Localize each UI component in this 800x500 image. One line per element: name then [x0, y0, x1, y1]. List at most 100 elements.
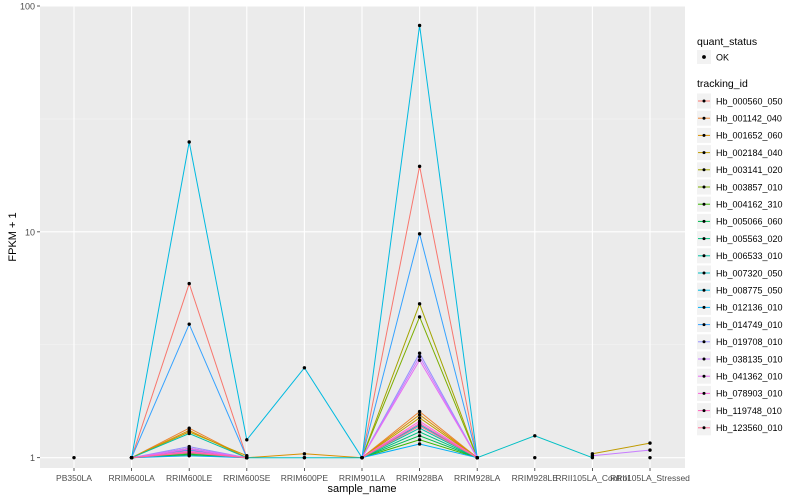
legend-line-title: tracking_id	[697, 78, 748, 90]
data-point	[417, 302, 422, 306]
legend-line-label: Hb_012136_010	[716, 303, 783, 313]
y-axis-title: FPKM + 1	[7, 212, 19, 261]
x-tick-label: RRII105LA_Stressed	[610, 473, 690, 483]
y-tick-label: 1	[30, 453, 35, 463]
legend-line-label: Hb_041362_010	[716, 372, 783, 382]
x-tick-label: RRIM928LA	[454, 473, 501, 483]
data-point	[187, 281, 191, 286]
legend-line-label: Hb_014749_010	[716, 320, 783, 330]
legend-point-symbol	[702, 219, 706, 223]
x-tick-label: RRIM600LA	[108, 473, 155, 483]
data-point	[417, 434, 422, 438]
data-point	[417, 412, 422, 417]
data-point	[245, 455, 249, 460]
legend-point-symbol	[702, 271, 706, 275]
data-point	[648, 448, 652, 452]
legend-point-symbol	[702, 288, 706, 292]
data-point	[187, 140, 191, 144]
data-point	[417, 430, 422, 434]
data-point	[417, 424, 422, 428]
data-point	[417, 351, 422, 355]
legend-point-symbol	[702, 133, 706, 137]
x-tick-label: PB350LA	[56, 473, 92, 483]
legend-point-symbol	[702, 357, 706, 361]
data-point	[533, 455, 537, 460]
legend-line-label: Hb_004162_310	[716, 200, 783, 210]
legend-point-entries: OK	[697, 50, 729, 64]
legend-line-label: Hb_123560_010	[716, 423, 783, 433]
data-point	[417, 315, 422, 319]
legend-point-symbol	[702, 55, 706, 59]
data-point	[187, 454, 191, 458]
series-line-hb_038135_010	[592, 449, 651, 457]
data-point	[417, 23, 422, 28]
legend-line-label: Hb_007320_050	[716, 268, 783, 278]
data-point	[417, 416, 422, 420]
legend-line-label: Hb_003857_010	[716, 182, 783, 192]
legend-line-label: Hb_008775_050	[716, 286, 783, 296]
legend-point-symbol	[702, 237, 706, 241]
data-point	[129, 455, 134, 460]
x-tick-label: RRII105LA_Control	[556, 473, 630, 483]
legend-line-label: Hb_005563_020	[716, 234, 783, 244]
legend-point-symbol	[702, 99, 706, 103]
series-line-hb_002184_040	[592, 442, 651, 455]
grid	[40, 5, 685, 468]
legend-line-label: Hb_038135_010	[716, 354, 783, 364]
y-axis: 1 10 100	[20, 2, 40, 463]
legend-point-symbol	[702, 391, 706, 395]
x-tick-label: RRIM901LA	[339, 473, 386, 483]
data-point	[187, 322, 191, 326]
data-point	[533, 434, 537, 438]
data-point	[417, 232, 422, 236]
x-tick-label: RRIM600SE	[223, 473, 271, 483]
legend-line-label: Hb_002184_040	[716, 148, 783, 158]
data-points	[72, 23, 652, 460]
legend-line-label: Hb_001142_040	[716, 114, 782, 124]
legend-point-label: OK	[716, 53, 729, 63]
legend-point-symbol	[702, 254, 706, 258]
legend-point-symbol	[702, 374, 706, 378]
data-point	[417, 358, 422, 362]
legend-line-label: Hb_003141_020	[716, 165, 783, 175]
data-point	[475, 455, 479, 460]
legend-point-symbol	[702, 202, 706, 206]
data-point	[245, 438, 249, 442]
data-point	[648, 441, 652, 445]
data-point	[590, 454, 595, 458]
x-tick-label: RRIM600LE	[166, 473, 213, 483]
data-point	[417, 164, 422, 169]
data-point	[417, 438, 422, 442]
x-axis: PB350LA RRIM600LA RRIM600LE RRIM600SE RRIM60…	[56, 468, 690, 483]
x-tick-label: RRIM600PE	[281, 473, 329, 483]
data-point	[360, 455, 364, 460]
data-point	[187, 451, 191, 455]
y-tick-label: 100	[20, 2, 35, 12]
legend-point-symbol	[702, 185, 706, 189]
data-point	[72, 455, 76, 460]
data-point	[187, 431, 191, 436]
data-point	[302, 455, 307, 460]
legend-point-title: quant_status	[697, 36, 757, 48]
legend-point-symbol	[702, 151, 706, 155]
data-point	[302, 452, 307, 456]
legend-line-label: Hb_005066_060	[716, 217, 783, 227]
data-point	[417, 421, 422, 425]
legend-line-label: Hb_000560_050	[716, 96, 783, 106]
legend-line-label: Hb_001652_060	[716, 131, 783, 141]
legend-point-symbol	[702, 426, 706, 430]
legend-line-label: Hb_078903_010	[716, 389, 783, 399]
data-point	[417, 409, 422, 414]
legend-point-symbol	[702, 305, 706, 309]
x-tick-label: RRIM928BA	[396, 473, 444, 483]
legend-line-label: Hb_119748_010	[716, 406, 782, 416]
x-tick-label: RRIM928LE	[512, 473, 559, 483]
legend-point-symbol	[702, 116, 706, 120]
legend-point-symbol	[702, 323, 706, 327]
data-point	[302, 366, 307, 370]
legend-line-entries: Hb_000560_050 Hb_001142_040 Hb_001652_060 H…	[697, 93, 783, 436]
data-point	[417, 354, 422, 359]
legend-line-label: Hb_019708_010	[716, 337, 783, 347]
legend-line-label: Hb_006533_010	[716, 251, 783, 261]
